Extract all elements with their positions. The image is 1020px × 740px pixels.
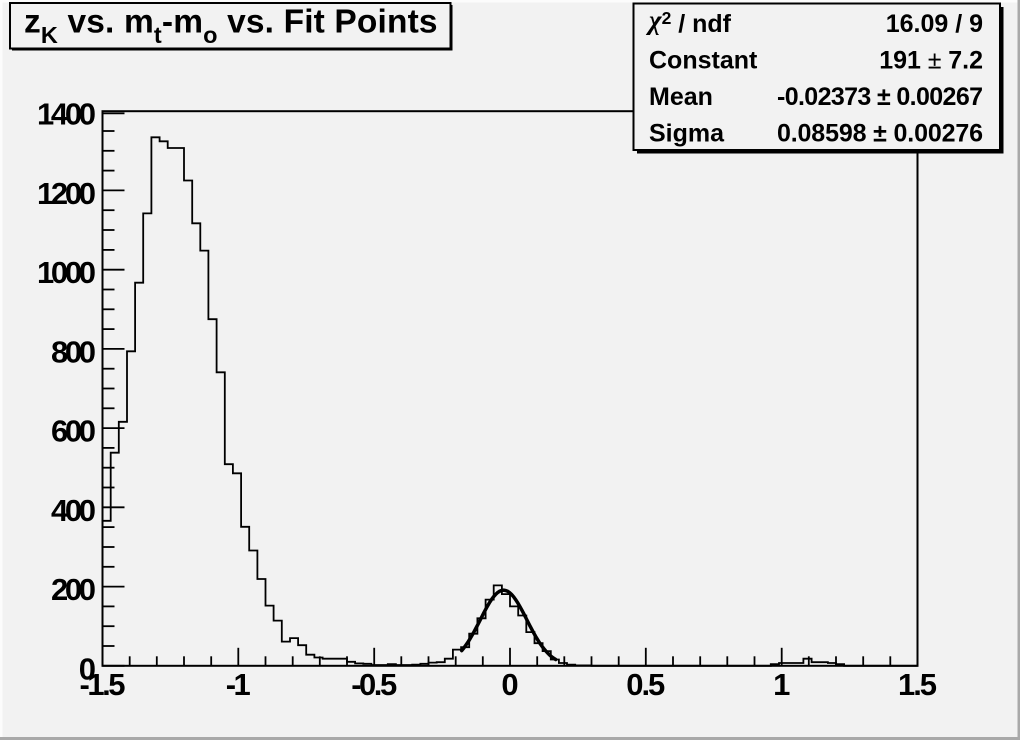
svg-text:600: 600 [51, 414, 96, 449]
svg-text:-0.02373 ± 0.00267: -0.02373 ± 0.00267 [777, 83, 983, 111]
svg-text:1000: 1000 [37, 255, 96, 290]
svg-text:-0.5: -0.5 [351, 667, 397, 702]
svg-text:Constant: Constant [649, 46, 758, 74]
svg-text:1400: 1400 [37, 97, 96, 132]
svg-text:χ2 / ndf: χ2 / ndf [645, 5, 732, 38]
svg-text:400: 400 [51, 493, 96, 528]
svg-text:0.08598 ± 0.00276: 0.08598 ± 0.00276 [777, 120, 983, 148]
svg-text:Mean: Mean [649, 83, 713, 111]
svg-text:0: 0 [501, 667, 518, 702]
svg-text:Sigma: Sigma [649, 120, 725, 148]
svg-text:1: 1 [773, 667, 790, 702]
svg-text:-1.5: -1.5 [80, 667, 126, 702]
svg-text:0.5: 0.5 [626, 667, 665, 702]
svg-text:191 ± 7.2: 191 ± 7.2 [879, 45, 983, 74]
svg-text:1.5: 1.5 [898, 667, 937, 702]
svg-text:200: 200 [51, 572, 96, 607]
svg-text:1200: 1200 [37, 176, 96, 211]
svg-text:0: 0 [79, 651, 96, 686]
svg-text:-1: -1 [226, 667, 251, 702]
svg-text:16.09 / 9: 16.09 / 9 [886, 10, 983, 38]
svg-text:800: 800 [51, 334, 96, 369]
